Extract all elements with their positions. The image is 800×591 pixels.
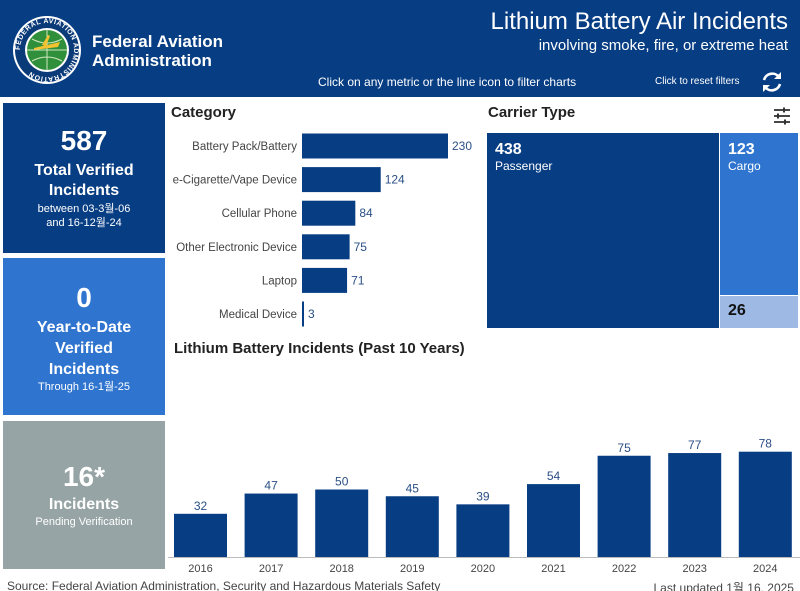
category-value-label: 75 [354, 240, 368, 254]
pending-note: Pending Verification [35, 516, 133, 528]
yearly-title: Lithium Battery Incidents (Past 10 Years… [174, 340, 465, 357]
category-label: Laptop [262, 275, 297, 287]
treemap-other[interactable]: 26 [719, 295, 798, 328]
yearly-bar[interactable] [315, 489, 369, 558]
ytd-verified-label-1: Year-to-Date [36, 319, 132, 336]
total-verified-label-1: Total Verified [34, 162, 134, 179]
category-label: Cellular Phone [222, 208, 297, 220]
yearly-bar[interactable] [456, 504, 510, 557]
total-verified-value: 587 [60, 125, 108, 156]
last-updated: Last updated 1월 16, 2025 [653, 581, 795, 591]
category-label: Other Electronic Device [176, 242, 297, 254]
total-verified-label-2: Incidents [48, 182, 120, 199]
total-verified-note-2: and 16-12월-24 [46, 217, 122, 229]
yearly-tick-label: 2020 [471, 563, 495, 575]
yearly-tick-label: 2021 [541, 563, 565, 575]
yearly-value-label: 78 [759, 437, 773, 451]
pending-tile[interactable]: 16* Incidents Pending Verification [3, 421, 165, 569]
other-value: 26 [728, 302, 746, 319]
passenger-value: 438 [495, 141, 522, 158]
yearly-bar[interactable] [385, 496, 439, 557]
treemap-cargo[interactable]: 123 Cargo [719, 133, 798, 295]
yearly-value-label: 50 [335, 475, 349, 489]
ytd-verified-note: Through 16-1월-25 [37, 381, 131, 393]
total-verified-note-1: between 03-3월-06 [37, 203, 131, 215]
category-title: Category [171, 104, 237, 121]
category-value-label: 230 [452, 139, 472, 153]
yearly-bar[interactable] [738, 451, 792, 557]
yearly-value-label: 39 [476, 489, 490, 503]
yearly-tick-label: 2023 [682, 563, 706, 575]
filter-lines-icon[interactable] [772, 106, 792, 126]
yearly-tick-label: 2022 [612, 563, 636, 575]
category-value-label: 124 [385, 173, 405, 187]
cargo-label: Cargo [728, 159, 761, 173]
pending-label: Incidents [48, 496, 120, 513]
yearly-tick-label: 2018 [329, 563, 353, 575]
passenger-label: Passenger [495, 159, 553, 173]
yearly-tick-label: 2019 [400, 563, 424, 575]
header-banner: FEDERAL AVIATION ADMINISTRATION Federal … [0, 0, 800, 97]
ytd-verified-value: 0 [76, 282, 92, 313]
category-bar[interactable] [302, 234, 350, 260]
pending-value: 16* [62, 461, 106, 492]
cargo-value: 123 [728, 141, 755, 158]
yearly-bar[interactable] [597, 455, 651, 557]
category-label: e-Cigarette/Vape Device [173, 175, 297, 187]
category-bar[interactable] [302, 301, 304, 327]
yearly-value-label: 32 [194, 499, 208, 513]
refresh-icon[interactable] [758, 69, 786, 95]
agency-name-line2: Administration [92, 51, 212, 70]
yearly-bar-chart: 32 2016 47 2017 50 2018 45 2019 39 2020 54 2021 75 20… [168, 437, 800, 575]
category-value-label: 84 [359, 206, 373, 220]
ytd-verified-label-2: Verified [55, 340, 113, 357]
yearly-value-label: 45 [406, 481, 420, 495]
treemap-passenger[interactable]: 438 Passenger [487, 133, 719, 328]
yearly-bar[interactable] [527, 484, 580, 557]
ytd-verified-tile[interactable]: 0 Year-to-Date Verified Incidents Throug… [3, 258, 165, 415]
carrier-title: Carrier Type [488, 104, 576, 121]
total-verified-tile[interactable]: 587 Total Verified Incidents between 03-… [3, 103, 165, 253]
source-note: Source: Federal Aviation Administration,… [7, 579, 441, 591]
yearly-tick-label: 2016 [188, 563, 212, 575]
category-bar[interactable] [302, 267, 348, 293]
category-value-label: 3 [308, 307, 315, 321]
agency-name: Federal Aviation Administration [92, 32, 223, 70]
category-bar[interactable] [302, 200, 356, 226]
faa-seal-icon: FEDERAL AVIATION ADMINISTRATION [13, 16, 81, 84]
yearly-bar[interactable] [174, 513, 227, 557]
ytd-verified-label-3: Incidents [48, 361, 120, 378]
reset-hint-text: Click to reset filters [655, 76, 740, 87]
yearly-value-label: 77 [688, 438, 702, 452]
category-bar[interactable] [302, 133, 448, 159]
agency-name-line1: Federal Aviation [92, 32, 223, 51]
category-label: Battery Pack/Battery [192, 141, 297, 153]
yearly-value-label: 47 [264, 479, 278, 493]
yearly-value-label: 75 [617, 441, 631, 455]
category-value-label: 71 [351, 273, 365, 287]
category-bar-chart: Battery Pack/Battery 230 e-Cigarette/Vape … [173, 133, 472, 327]
page-title: Lithium Battery Air Incidents [490, 8, 788, 35]
page-subtitle: involving smoke, fire, or extreme heat [538, 37, 788, 54]
yearly-tick-label: 2017 [259, 563, 283, 575]
category-label: Medical Device [219, 309, 297, 321]
yearly-bar[interactable] [244, 493, 298, 557]
filter-hint-text: Click on any metric or the line icon to … [318, 75, 577, 89]
yearly-value-label: 54 [547, 469, 561, 483]
yearly-tick-label: 2024 [753, 563, 777, 575]
category-bar[interactable] [302, 167, 381, 193]
yearly-bar[interactable] [668, 453, 722, 557]
